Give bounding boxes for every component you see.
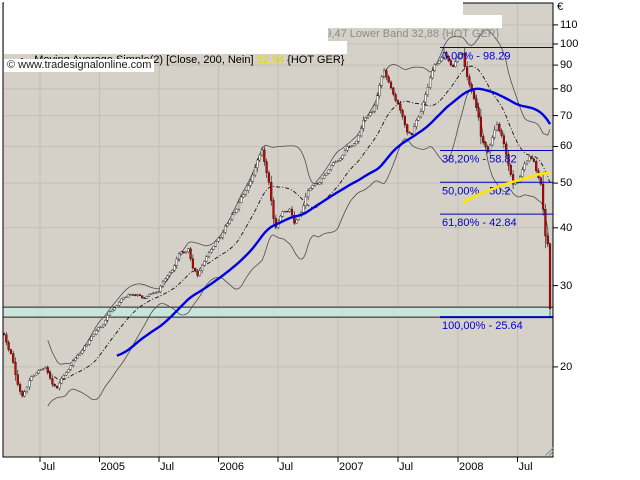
watermark: © www.tradesignalonline.com (4, 59, 155, 72)
fib-label: 0,00% - 98.29 (442, 51, 511, 63)
resize-grip[interactable] (545, 447, 554, 456)
ma200-symbol: {HOT GER} (284, 54, 345, 66)
legend-ma200[interactable]: Moving Average Simple(2) [Close, 200, Ne… (4, 41, 348, 66)
fib-retracement-lines (440, 47, 553, 319)
support-zone (3, 306, 553, 318)
ma50-line (116, 87, 552, 357)
fib-label: 61,80% - 42.84 (442, 217, 517, 229)
bollinger-upper (47, 29, 551, 365)
candles (2, 52, 552, 397)
fib-label: 100,00% - 25.64 (442, 320, 523, 332)
legend-bollinger[interactable]: Bollinger Bands [Close, 20, 2] Mid Line … (4, 15, 503, 40)
legend-instrument[interactable]: HOCHTIEF AG [HOT GER Wöchentlich] 05.10.… (4, 2, 463, 28)
axis-ticks (39, 24, 558, 462)
legend-ma50[interactable]: Moving Average Simple [Close, 50, Nein] … (4, 28, 328, 53)
fib-label: 38,20% - 58.82 (442, 154, 517, 166)
ma200-line (461, 171, 551, 205)
ma200-value: 52,94 (256, 54, 285, 66)
